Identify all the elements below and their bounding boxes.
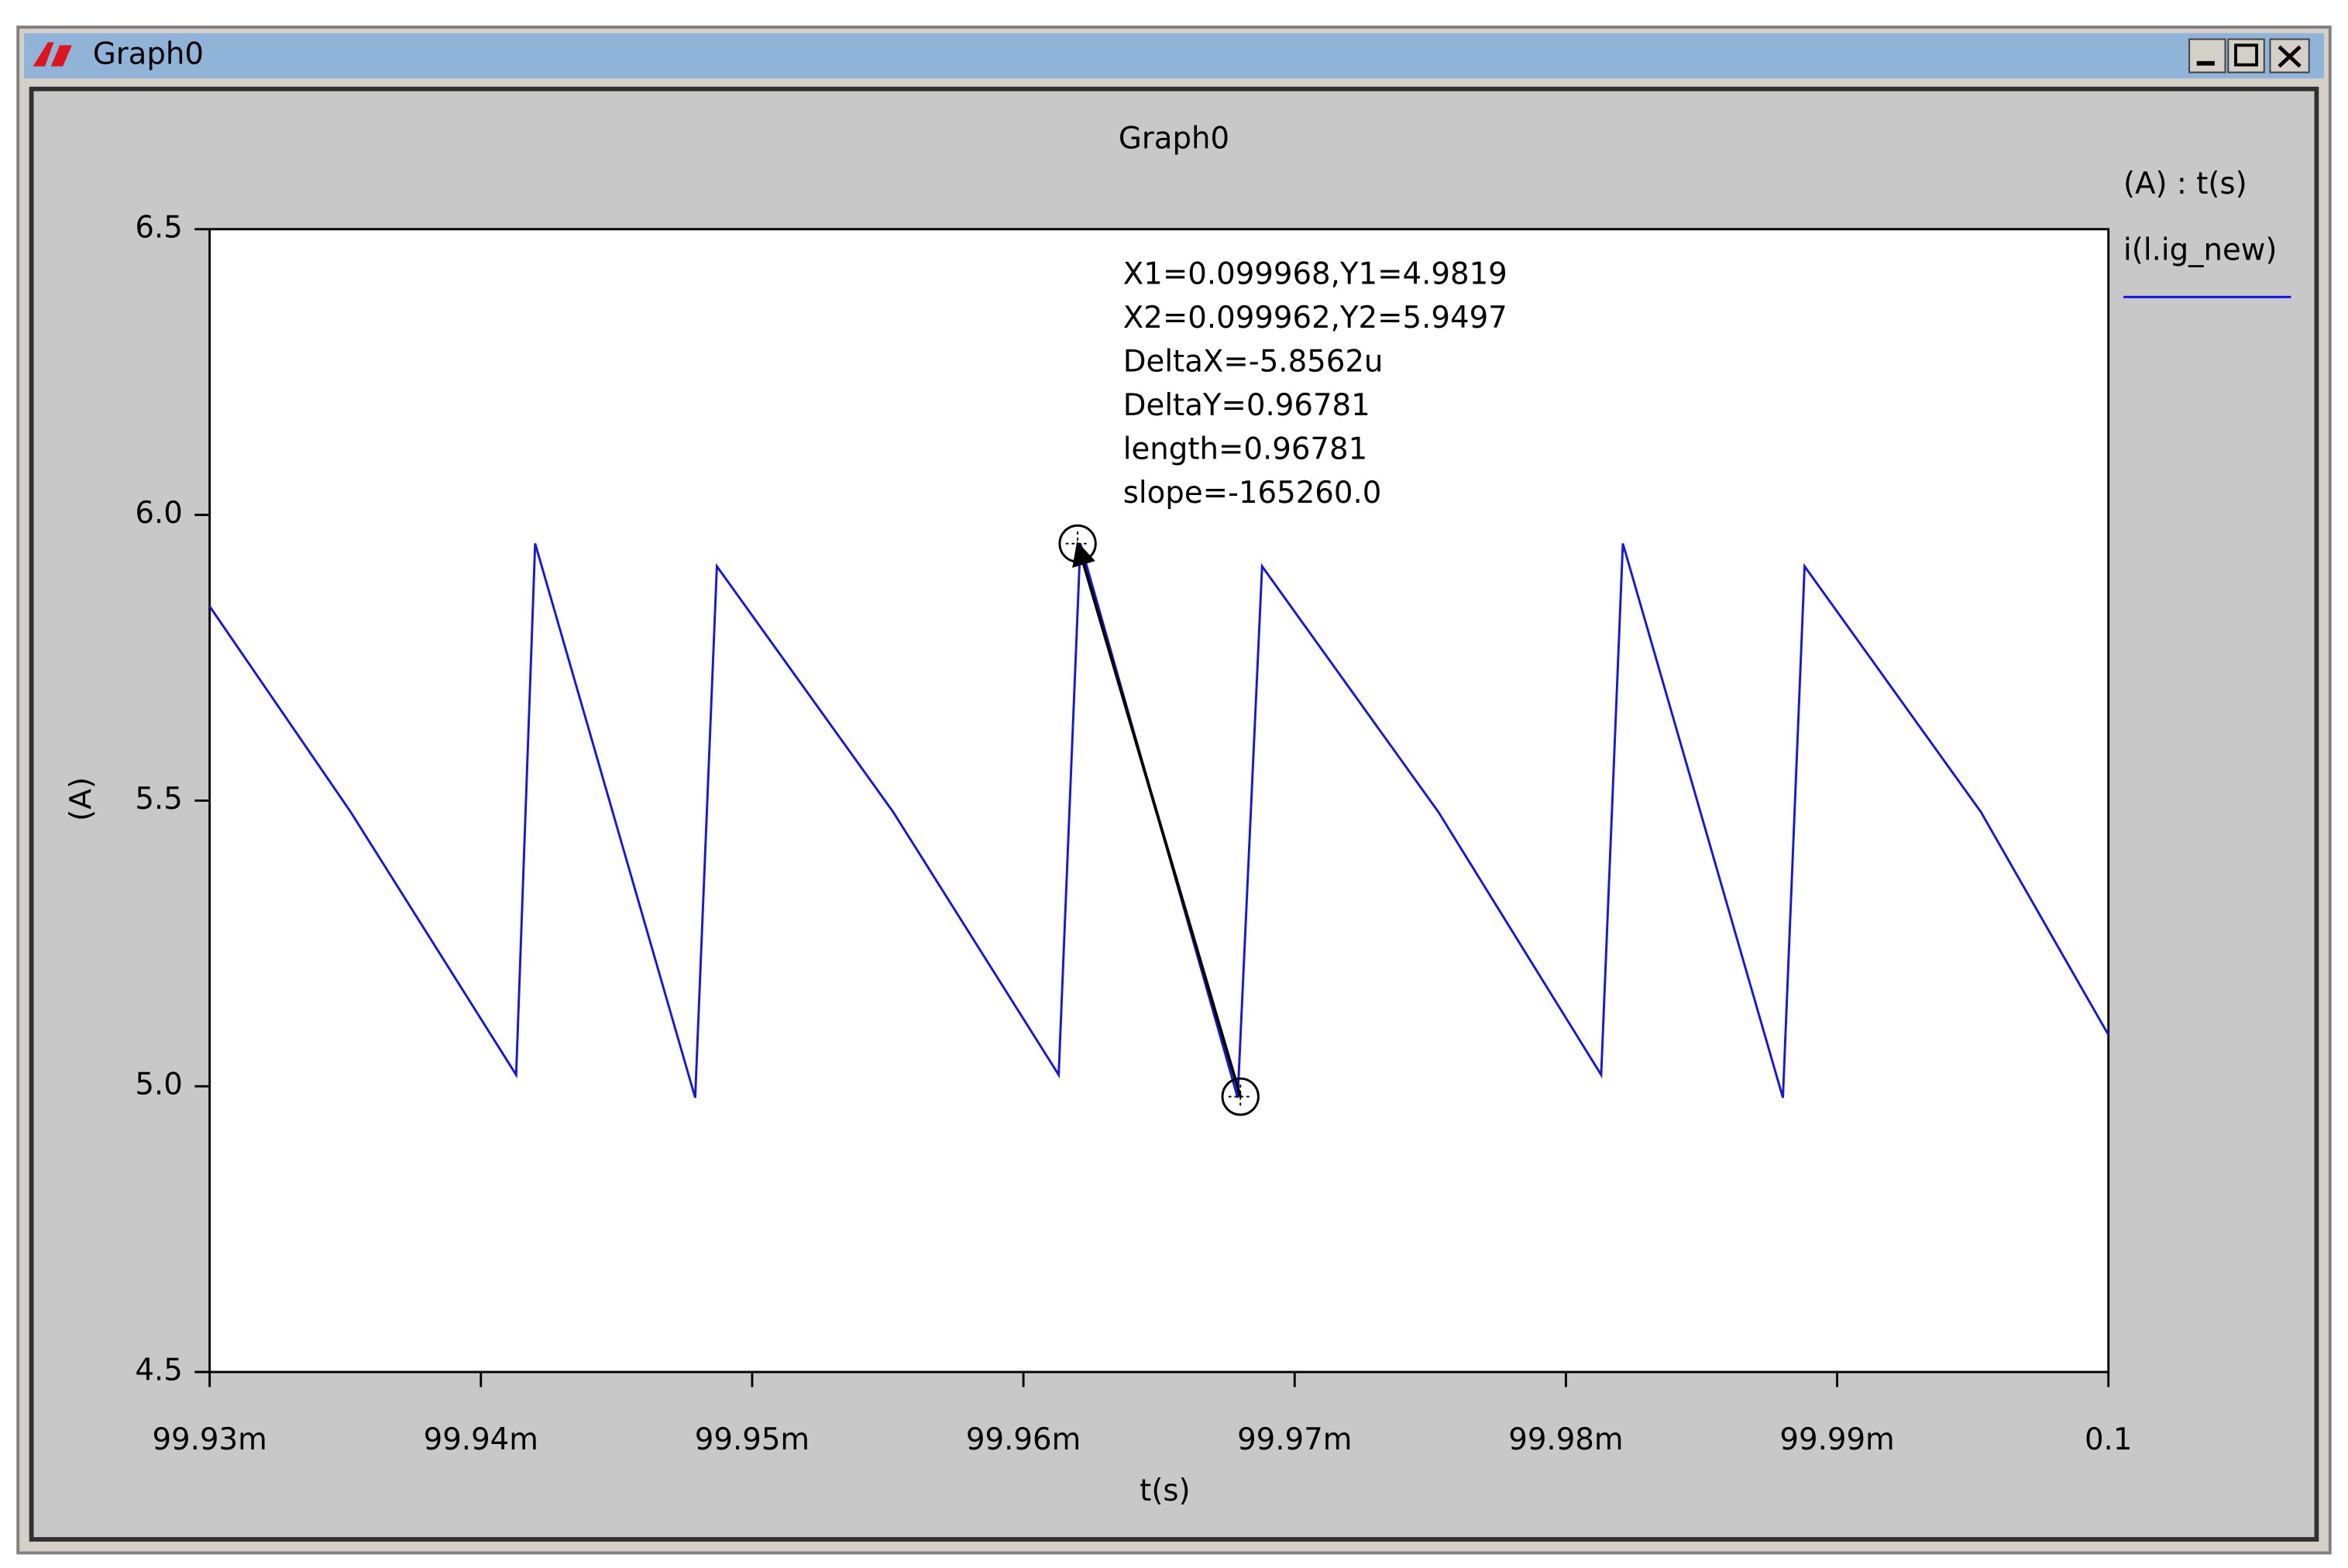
y-tick-label: 6.0 bbox=[135, 496, 182, 531]
x-tick-label: 99.93m bbox=[152, 1422, 266, 1457]
app-icon bbox=[33, 42, 72, 67]
cursor-marker bbox=[1221, 1077, 1260, 1116]
x-tick-label: 99.99m bbox=[1779, 1422, 1894, 1457]
window-buttons[interactable] bbox=[2188, 38, 2310, 74]
close-icon bbox=[2278, 45, 2302, 68]
x-tick-label: 0.1 bbox=[2085, 1422, 2132, 1457]
x-tick-label: 99.94m bbox=[424, 1422, 538, 1457]
chart-title: Graph0 bbox=[1119, 121, 1229, 156]
x-tick-label: 99.96m bbox=[966, 1422, 1081, 1457]
x-tick-label: 99.95m bbox=[695, 1422, 810, 1457]
legend-label: i(l.ig_new) bbox=[2123, 232, 2277, 267]
cursor-crosshair bbox=[1065, 531, 1090, 556]
measurement-annotation: DeltaX=-5.8562u bbox=[1123, 344, 1384, 379]
x-tick-label: 99.98m bbox=[1508, 1422, 1623, 1457]
y-tick-label: 6.5 bbox=[135, 210, 182, 245]
title-bar bbox=[23, 33, 2325, 79]
measurement-annotation: length=0.96781 bbox=[1123, 432, 1367, 466]
y-tick-label: 5.0 bbox=[135, 1068, 182, 1102]
y-tick-label: 5.5 bbox=[135, 782, 182, 817]
x-axis-label: t(s) bbox=[1140, 1473, 1190, 1508]
measurement-annotation: X1=0.099968,Y1=4.9819 bbox=[1123, 257, 1507, 292]
y-tick-label: 4.5 bbox=[135, 1353, 182, 1387]
cursor-arrow bbox=[1072, 541, 1243, 1098]
cursor-marker bbox=[1058, 524, 1097, 563]
measurement-annotation: DeltaY=0.96781 bbox=[1123, 388, 1370, 423]
legend-title: (A) : t(s) bbox=[2123, 167, 2247, 201]
measurement-annotation: X2=0.099962,Y2=5.9497 bbox=[1123, 301, 1507, 335]
x-tick-label: 99.97m bbox=[1237, 1422, 1352, 1457]
maximize-icon bbox=[2234, 43, 2259, 67]
y-axis-label: (A) bbox=[64, 777, 98, 821]
cursor-crosshair bbox=[1228, 1084, 1253, 1109]
measurement-annotation: slope=-165260.0 bbox=[1123, 476, 1382, 511]
minimize-button[interactable] bbox=[2188, 38, 2226, 74]
window-title: Graph0 bbox=[93, 36, 204, 71]
